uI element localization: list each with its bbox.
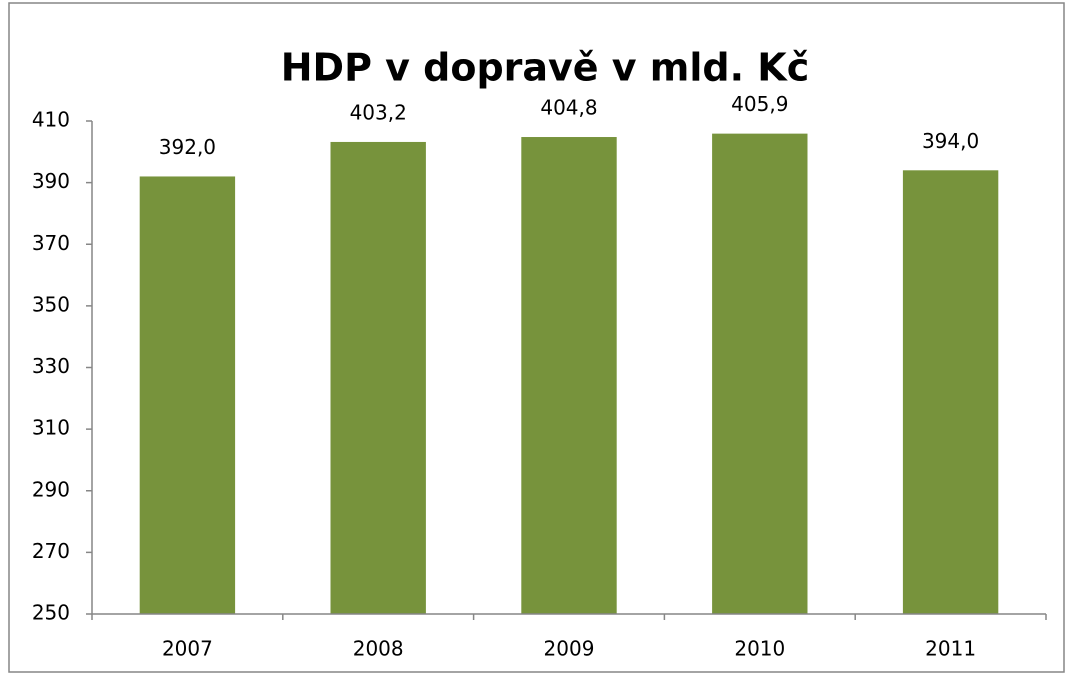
data-label: 403,2 bbox=[350, 100, 407, 124]
x-tick-label: 2010 bbox=[734, 637, 785, 661]
y-tick-label: 250 bbox=[32, 601, 70, 625]
data-label: 392,0 bbox=[159, 135, 216, 159]
y-tick-label: 270 bbox=[32, 539, 70, 563]
data-label: 394,0 bbox=[922, 129, 979, 153]
x-tick-label: 2008 bbox=[353, 637, 404, 661]
bar bbox=[712, 133, 808, 614]
chart-title: HDP v dopravě v mld. Kč bbox=[281, 46, 810, 90]
y-tick-label: 370 bbox=[32, 231, 70, 255]
y-tick-label: 350 bbox=[32, 292, 70, 316]
x-tick-label: 2009 bbox=[544, 637, 595, 661]
data-label: 405,9 bbox=[731, 92, 788, 116]
bar bbox=[330, 141, 426, 614]
y-tick-label: 310 bbox=[32, 416, 70, 440]
y-tick-label: 390 bbox=[32, 169, 70, 193]
x-tick-label: 2007 bbox=[162, 637, 213, 661]
bar bbox=[902, 170, 999, 615]
bar bbox=[521, 137, 617, 614]
x-tick-label: 2011 bbox=[925, 637, 976, 661]
y-tick-label: 410 bbox=[32, 108, 70, 132]
data-label: 404,8 bbox=[540, 96, 597, 120]
bar bbox=[139, 176, 236, 614]
y-tick-label: 290 bbox=[32, 477, 70, 501]
y-tick-label: 330 bbox=[32, 354, 70, 378]
